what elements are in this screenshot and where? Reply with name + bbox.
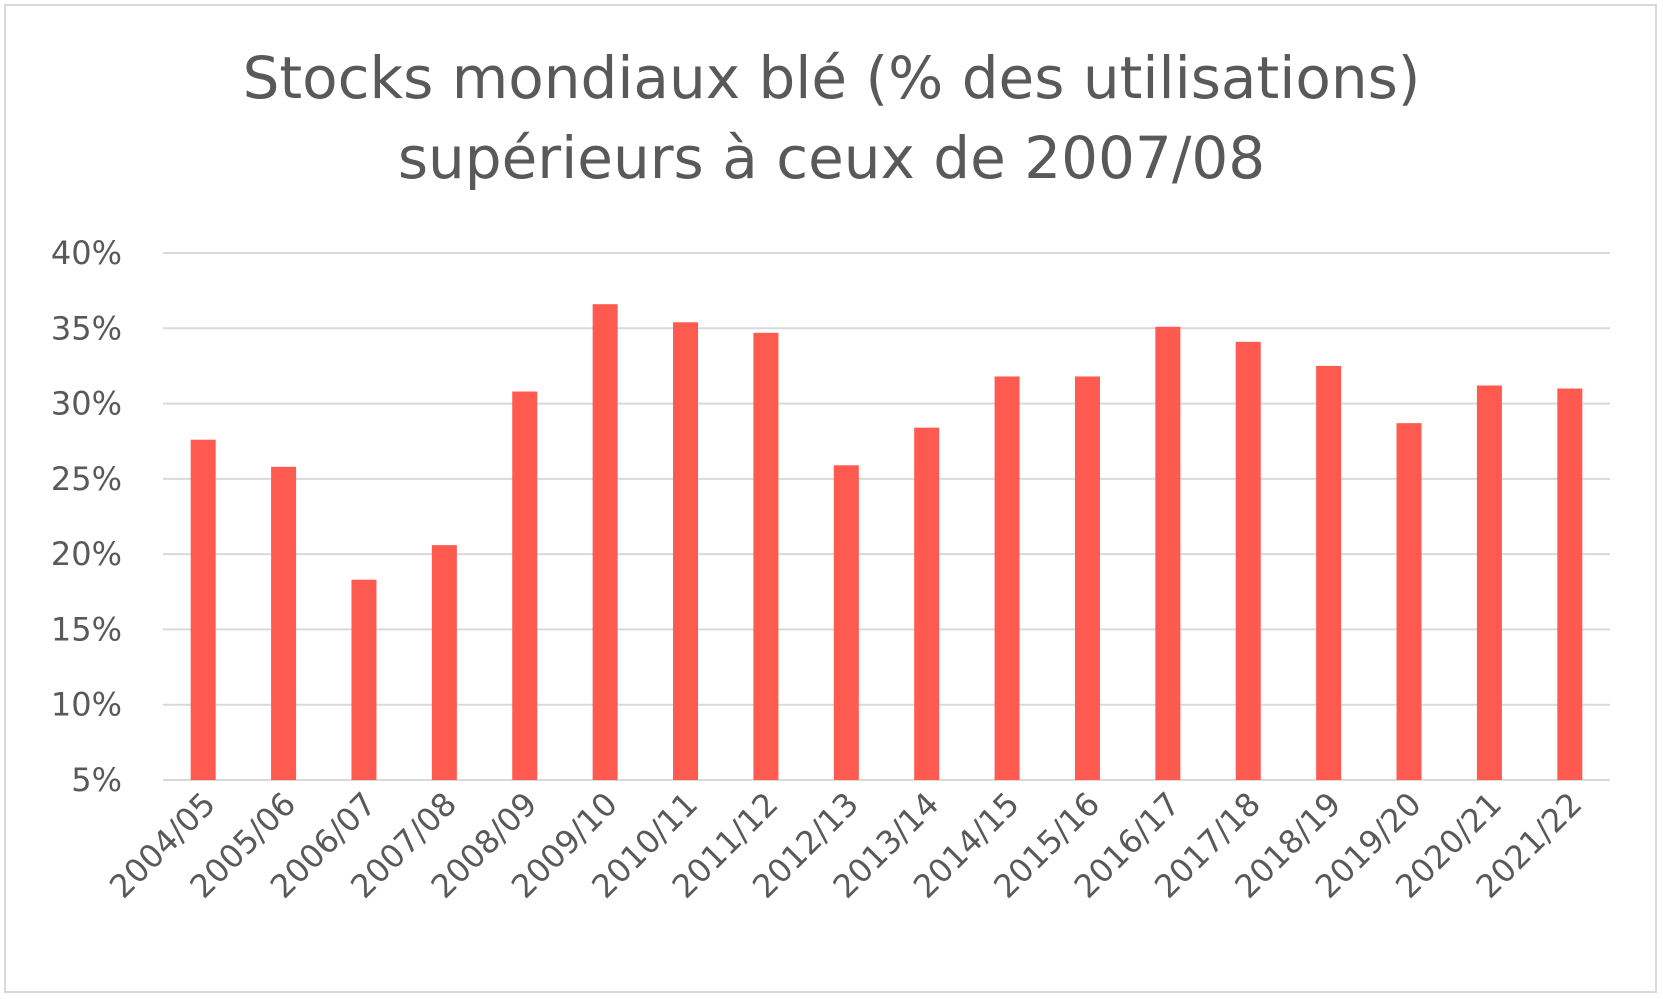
chart-title-line-2: supérieurs à ceux de 2007/08 xyxy=(397,124,1266,192)
bar xyxy=(1074,376,1100,780)
bar xyxy=(833,465,859,780)
bar xyxy=(753,332,779,780)
x-axis-ticks: 2004/052005/062006/072007/082008/092009/… xyxy=(102,785,1589,906)
y-tick-label: 20% xyxy=(51,535,122,573)
chart-title-line-1: Stocks mondiaux blé (% des utilisations) xyxy=(242,44,1421,112)
bar xyxy=(512,391,538,780)
bar xyxy=(673,322,699,780)
bar xyxy=(914,427,940,780)
bar xyxy=(351,579,377,780)
bar xyxy=(592,304,618,780)
y-tick-label: 30% xyxy=(51,385,122,423)
bar xyxy=(1476,385,1502,780)
y-tick-label: 35% xyxy=(51,309,122,347)
bar xyxy=(431,545,457,780)
bar xyxy=(1235,341,1261,780)
gridlines xyxy=(163,252,1610,781)
bar xyxy=(190,439,216,780)
bar xyxy=(1557,388,1583,780)
bars xyxy=(190,304,1583,780)
bar xyxy=(271,466,297,780)
y-tick-label: 5% xyxy=(71,761,122,799)
y-tick-label: 25% xyxy=(51,460,122,498)
y-tick-label: 10% xyxy=(51,686,122,724)
y-axis-ticks: 5% 10% 15% 20% 25% 30% 35% 40% xyxy=(51,234,122,799)
y-tick-label: 15% xyxy=(51,610,122,648)
bar xyxy=(1155,326,1181,780)
bar xyxy=(1316,365,1342,780)
bar xyxy=(1396,423,1422,780)
y-tick-label: 40% xyxy=(51,234,122,272)
bar xyxy=(994,376,1020,780)
